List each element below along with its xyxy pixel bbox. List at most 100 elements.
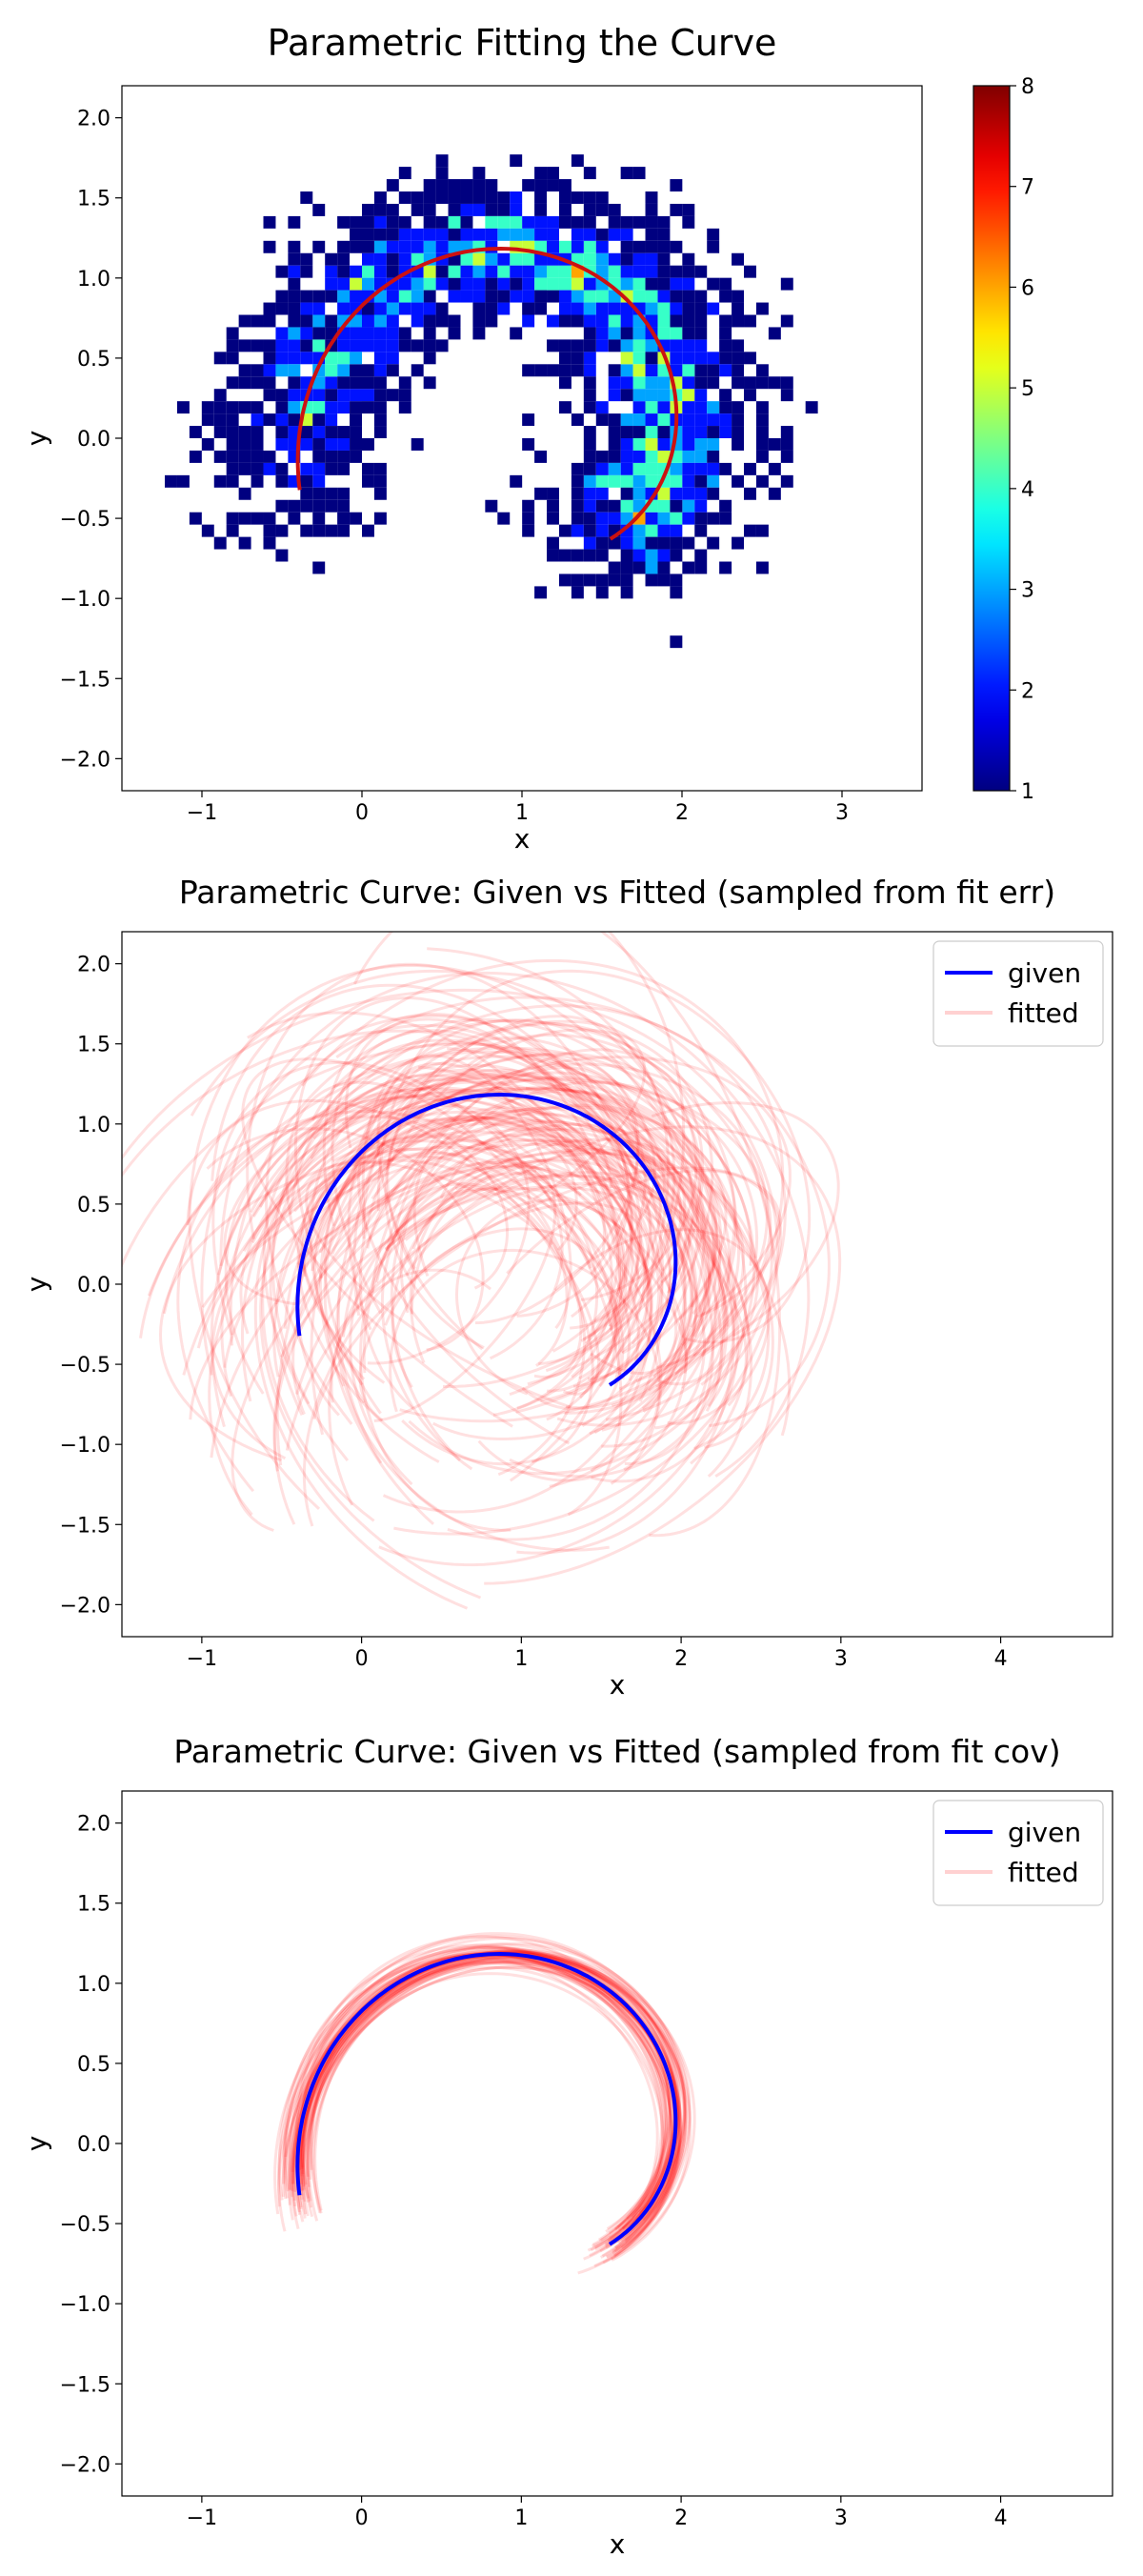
chart-1-bin xyxy=(707,413,720,427)
chart-1-bin xyxy=(620,327,633,340)
chart-1-colorbar-label: 6 xyxy=(1021,276,1034,300)
chart-1-bin xyxy=(435,265,449,278)
chart-1-bin xyxy=(571,191,584,204)
chart-1-bin xyxy=(620,240,633,253)
chart-3-ytick-label: −1.5 xyxy=(60,2373,110,2397)
chart-1-bin xyxy=(251,512,264,525)
chart-1-bin xyxy=(300,314,313,328)
chart-1-bin xyxy=(226,512,239,525)
chart-1-bin xyxy=(460,290,473,303)
chart-1-bin xyxy=(510,203,523,216)
chart-1-bin xyxy=(558,339,572,352)
chart-1-bin xyxy=(732,426,745,438)
chart-1-bin xyxy=(670,499,683,513)
chart-1-bin xyxy=(583,450,596,463)
chart-3-fitted-line xyxy=(295,1935,673,2248)
chart-2-fitted-line xyxy=(262,1094,707,1462)
chart-1-bin xyxy=(373,462,387,475)
chart-1-bin xyxy=(238,426,251,438)
chart-1-bin xyxy=(682,426,695,438)
chart-1-bin xyxy=(373,474,387,488)
chart-1-bin xyxy=(670,462,683,475)
chart-1-bin xyxy=(595,290,609,303)
chart-1-bin xyxy=(448,203,461,216)
chart-3-fitted-line xyxy=(306,1965,664,2243)
chart-1-bin xyxy=(719,277,732,291)
chart-1-bin xyxy=(275,413,289,427)
chart-2-fitted-line xyxy=(196,1105,728,1414)
chart-1-bin xyxy=(670,524,683,537)
chart-1-bin xyxy=(583,389,596,402)
chart-1-bin xyxy=(325,426,338,438)
chart-1-bin xyxy=(707,512,720,525)
chart-1-bin xyxy=(312,240,326,253)
chart-1-bin xyxy=(744,524,756,537)
chart-1-bin xyxy=(583,524,596,537)
chart-2-fitted-line xyxy=(261,1004,787,1522)
chart-1-bin xyxy=(423,240,436,253)
chart-3-background xyxy=(122,1791,1113,2496)
chart-1-bin xyxy=(510,277,523,291)
chart-1-bin xyxy=(682,203,695,216)
chart-1-bin xyxy=(755,438,769,451)
chart-2-fitted-line xyxy=(376,1062,678,1376)
chart-2-fitted-line xyxy=(188,964,717,1541)
chart-1-bin xyxy=(238,364,251,377)
chart-1-bin xyxy=(583,252,596,266)
chart-1-bin xyxy=(534,277,548,291)
chart-1-bin xyxy=(780,376,793,390)
chart-1-bin xyxy=(583,352,596,365)
chart-3-fitted-line xyxy=(283,1952,667,2261)
chart-3-ytick-label: 2.0 xyxy=(77,1813,110,1837)
chart-3-fitted-line xyxy=(301,1960,674,2259)
chart-1-bin xyxy=(497,203,511,216)
chart-1-bin xyxy=(435,167,449,180)
chart-1-bin xyxy=(558,290,572,303)
chart-3-xtick-label: 0 xyxy=(355,2506,369,2530)
chart-2-fitted-line xyxy=(247,1011,613,1379)
chart-2-fitted-line xyxy=(190,969,706,1308)
chart-1-bin xyxy=(325,413,338,427)
chart-1-bin xyxy=(768,487,781,500)
chart-1-bin xyxy=(423,352,436,365)
chart-1-bin xyxy=(620,265,633,278)
chart-1-bin xyxy=(595,413,609,427)
chart-1-bin xyxy=(337,364,351,377)
chart-1-colorbar-label: 7 xyxy=(1021,176,1034,200)
chart-1-bin xyxy=(707,487,720,500)
chart-1-bin xyxy=(350,376,362,390)
chart-1-bin xyxy=(682,352,695,365)
chart-1-bin xyxy=(682,561,695,574)
chart-2-ylabel: y xyxy=(21,1277,52,1293)
chart-1-bin xyxy=(398,252,411,266)
chart-1-bin xyxy=(238,438,251,451)
chart-2-fitted-line xyxy=(454,1198,653,1396)
chart-2-fitted-line xyxy=(275,1015,671,1482)
chart-2-fitted-line xyxy=(389,1248,661,1482)
chart-1-bin xyxy=(312,389,326,402)
chart-1-bin xyxy=(288,265,301,278)
chart-3-xlabel: x xyxy=(610,2528,626,2560)
chart-1-bin xyxy=(632,290,646,303)
chart-1-bin xyxy=(497,302,511,315)
chart-1-bin xyxy=(522,524,535,537)
chart-1-bin xyxy=(189,450,202,463)
chart-1-bin xyxy=(670,302,683,315)
chart-1-bin xyxy=(682,389,695,402)
chart-1-bin xyxy=(350,290,362,303)
chart-2-fitted-line xyxy=(358,1028,714,1410)
chart-1-colorbar-label: 4 xyxy=(1021,478,1034,502)
chart-1-bin xyxy=(226,401,239,414)
chart-1-bin xyxy=(645,438,658,451)
chart-1-bin xyxy=(547,512,559,525)
chart-1-bin xyxy=(165,474,177,488)
chart-1-bin xyxy=(263,512,276,525)
chart-1-bin xyxy=(312,524,326,537)
chart-1-bin xyxy=(657,561,671,574)
chart-2-fitted-line xyxy=(376,969,812,1344)
chart-1-bin xyxy=(510,252,523,266)
chart-1-bin xyxy=(707,536,720,550)
chart-1-bin xyxy=(657,574,671,587)
chart-1-colorbar-label: 5 xyxy=(1021,377,1034,401)
chart-1-bin xyxy=(744,265,756,278)
